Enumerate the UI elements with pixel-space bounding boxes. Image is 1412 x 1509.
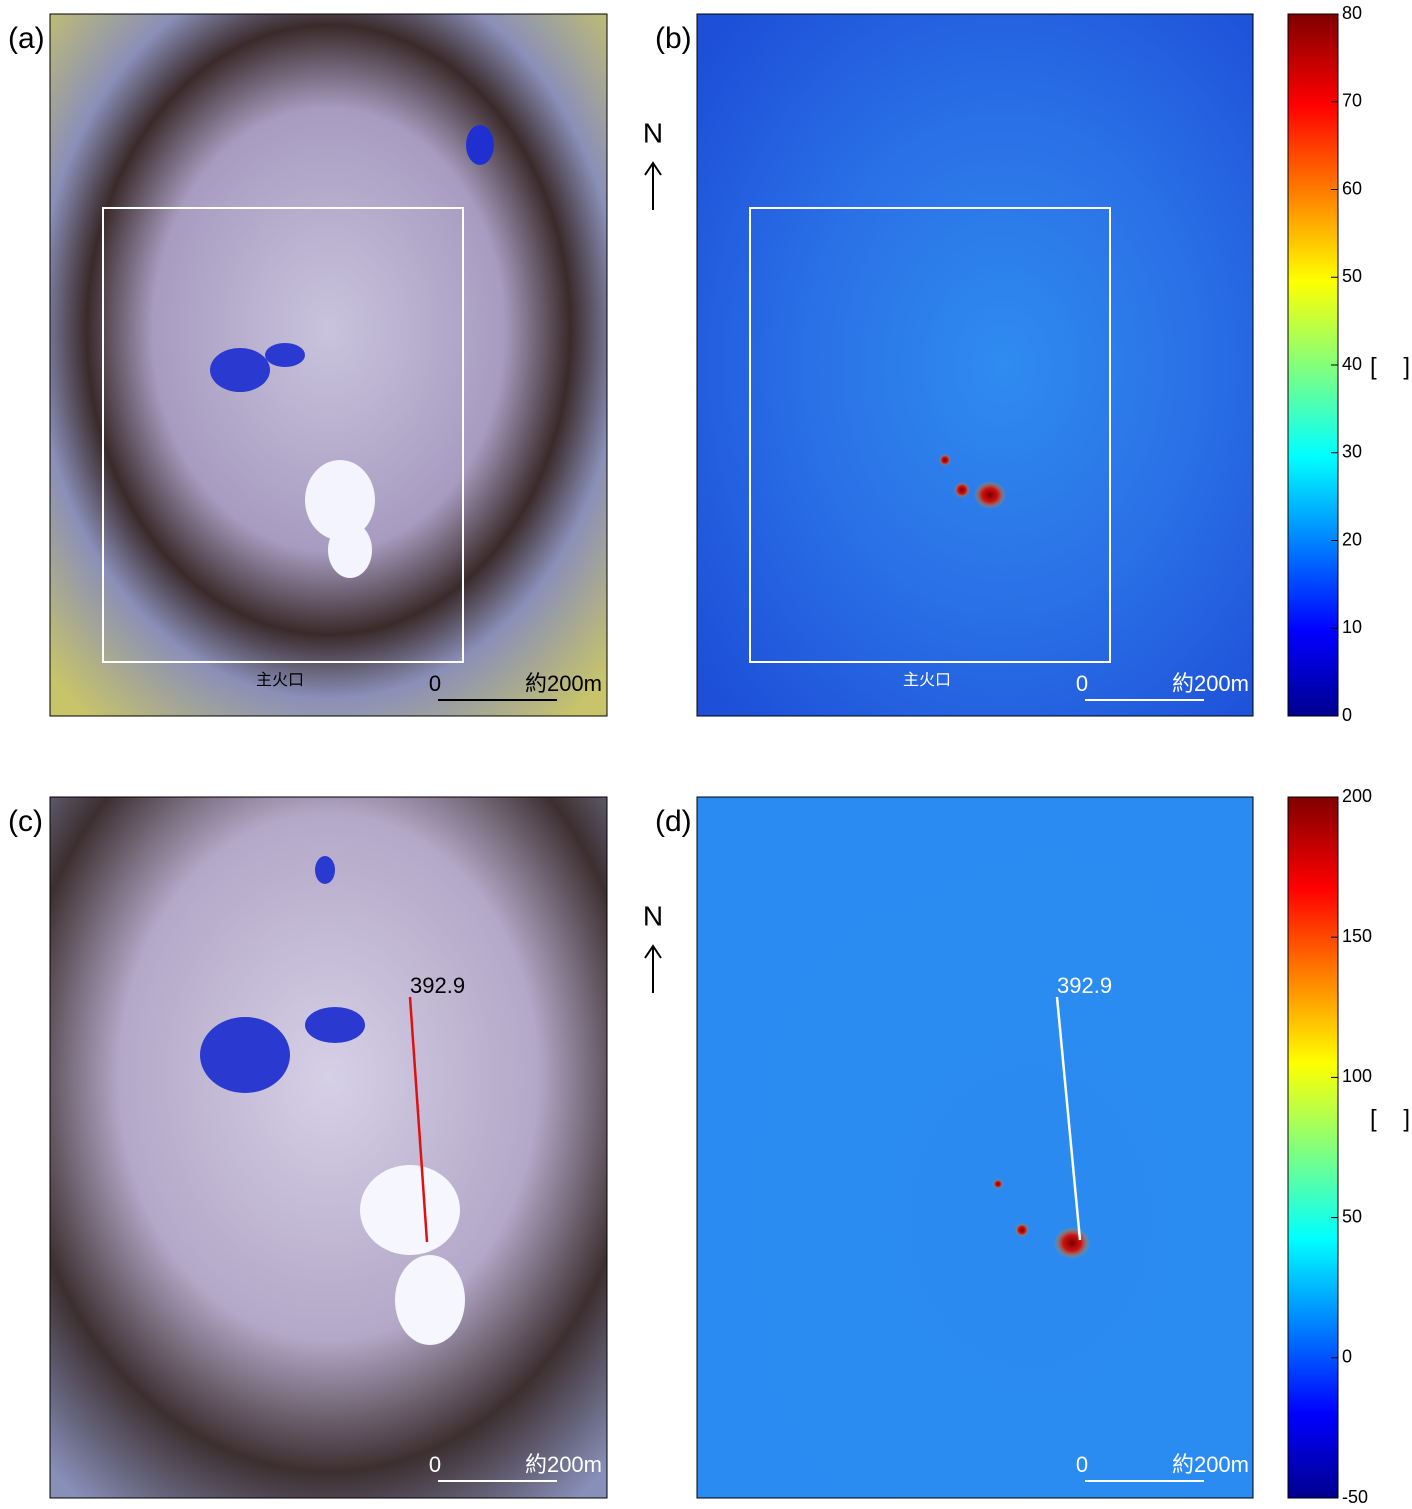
point-value: 392.9 [1057,973,1112,998]
crater-label: 主火口 [903,671,951,689]
colorbar [1288,14,1338,716]
scale-zero: 0 [429,671,441,696]
point-value: 392.9 [410,973,465,998]
panel-d-image [697,797,1253,1498]
colorbar-tick-label: 150 [1342,926,1372,946]
scale-length: 約200m [1172,1452,1249,1477]
scale-zero: 0 [1076,671,1088,696]
colorbar-tick-label: 0 [1342,1347,1352,1367]
scale-length: 約200m [525,671,602,696]
panel-label: (a) [8,22,45,55]
panel-a-image [50,14,607,716]
panel-c-image [50,797,607,1498]
colorbar-tick-label: 30 [1342,442,1362,462]
panel-label: (c) [8,805,43,838]
scale-zero: 0 [1076,1452,1088,1477]
scale-length: 約200m [1172,671,1249,696]
colorbar-tick-label: 10 [1342,617,1362,637]
colorbar-unit: [ ] [1370,353,1410,380]
colorbar-tick-label: 40 [1342,354,1362,374]
north-label: N [643,900,663,931]
figure: N N (a) 主火口 0 約200m (b) 主火口 0 約200m (c) 392.9 0 約20… [0,0,1412,1509]
colorbar [1288,797,1338,1498]
colorbar-tick-label: 60 [1342,178,1362,198]
panel-label: (b) [655,22,692,55]
colorbar-tick-label: 0 [1342,705,1352,725]
colorbar-unit: [ ] [1370,1105,1410,1132]
colorbar-tick-label: 50 [1342,1206,1362,1226]
colorbar-tick-label: 80 [1342,3,1362,23]
colorbar-tick-label: 200 [1342,786,1372,806]
colorbar-tick-label: 70 [1342,91,1362,111]
colorbar-tick-label: 50 [1342,266,1362,286]
panel-b-image [697,14,1253,716]
panel-label: (d) [655,805,692,838]
colorbar-tick-label: 20 [1342,529,1362,549]
scale-zero: 0 [429,1452,441,1477]
crater-label: 主火口 [256,671,304,689]
north-label: N [643,117,663,148]
colorbar-tick-label: -50 [1342,1487,1368,1507]
colorbar-tick-label: 100 [1342,1066,1372,1086]
scale-length: 約200m [525,1452,602,1477]
